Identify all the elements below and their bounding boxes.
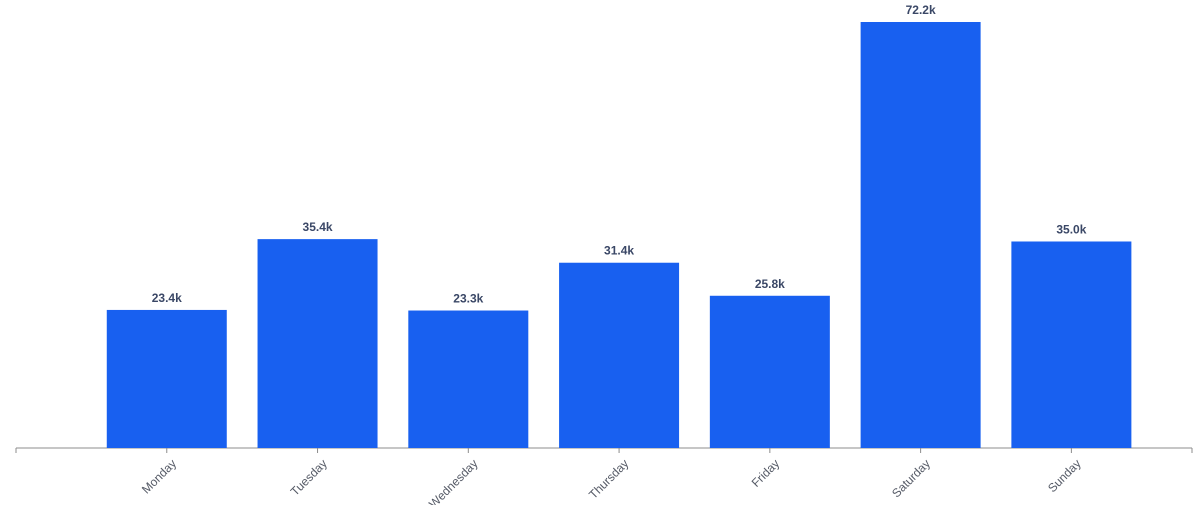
x-ticks-group: Monday Tuesday Wednesday Thursday Friday Satu… [15, 448, 1193, 505]
data-label-sunday: 35.0k [1056, 222, 1086, 236]
x-tick-label-tuesday: Tuesday [288, 456, 330, 498]
x-tick-label-saturday: Saturday [889, 456, 933, 500]
data-label-monday: 23.4k [152, 291, 182, 305]
bar-wednesday[interactable] [408, 310, 529, 448]
x-tick-label-thursday: Thursday [586, 456, 631, 501]
x-tick-label-wednesday: Wednesday [426, 456, 481, 505]
x-tick-label-monday: Monday [139, 456, 179, 496]
x-tick-label-friday: Friday [749, 456, 782, 489]
data-label-wednesday: 23.3k [453, 292, 483, 306]
bar-thursday[interactable] [559, 262, 680, 448]
data-label-thursday: 31.4k [604, 244, 634, 258]
bar-monday[interactable] [106, 309, 227, 448]
bars-group [106, 22, 1132, 448]
bar-sunday[interactable] [1011, 241, 1132, 448]
bar-tuesday[interactable] [257, 239, 378, 448]
data-label-saturday: 72.2k [906, 3, 936, 17]
x-tick-label-sunday: Sunday [1045, 456, 1084, 495]
data-labels-group: 23.4k 35.4k 23.3k 31.4k 25.8k 72.2k 35.0k [152, 3, 1087, 306]
bar-saturday[interactable] [860, 22, 981, 448]
data-label-friday: 25.8k [755, 277, 785, 291]
data-label-tuesday: 35.4k [303, 220, 333, 234]
bar-friday[interactable] [709, 295, 830, 448]
